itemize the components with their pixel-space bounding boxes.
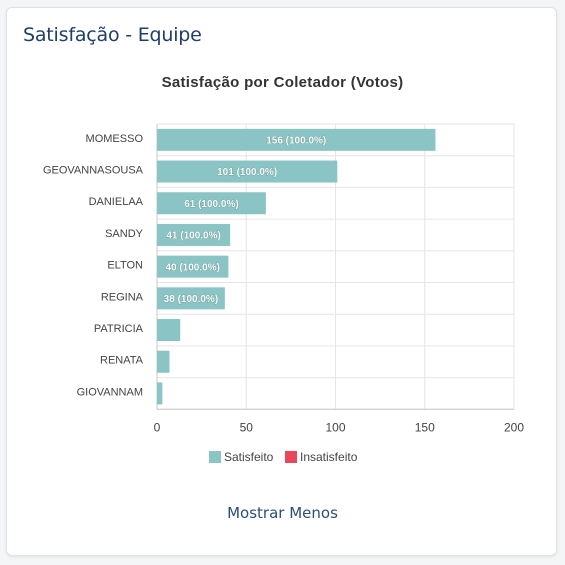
data-label: 38 (100.0%) bbox=[164, 294, 218, 305]
category-label: DANIELAA bbox=[89, 196, 144, 208]
category-label: GIOVANNAM bbox=[77, 386, 143, 398]
bar-satisfeito bbox=[157, 287, 225, 310]
category-label: REGINA bbox=[101, 291, 144, 303]
x-tick-label: 150 bbox=[415, 420, 435, 434]
x-tick-label: 200 bbox=[504, 420, 524, 434]
data-label: 156 (100.0%) bbox=[266, 135, 326, 146]
category-label: MOMESSO bbox=[86, 133, 144, 145]
data-label: 61 (100.0%) bbox=[184, 199, 238, 210]
category-label: SANDY bbox=[105, 228, 144, 240]
bar-satisfeito bbox=[157, 255, 229, 278]
card-title: Satisfação - Equipe bbox=[23, 24, 202, 46]
bar-satisfeito bbox=[157, 160, 338, 183]
x-tick-label: 50 bbox=[240, 420, 254, 434]
legend-swatch bbox=[209, 451, 221, 463]
bar-satisfeito bbox=[157, 382, 163, 405]
data-label: 101 (100.0%) bbox=[217, 167, 277, 178]
category-label: PATRICIA bbox=[94, 323, 144, 335]
show-less-link[interactable]: Mostrar Menos bbox=[227, 504, 338, 522]
x-tick-label: 100 bbox=[325, 420, 345, 434]
bar-satisfeito bbox=[157, 350, 170, 373]
legend-label: Insatisfeito bbox=[300, 450, 358, 464]
data-label: 40 (100.0%) bbox=[165, 262, 219, 273]
chart-title: Satisfação por Coletador (Votos) bbox=[161, 74, 404, 91]
category-label: RENATA bbox=[100, 355, 144, 367]
x-tick-label: 0 bbox=[154, 420, 161, 434]
satisfaction-card bbox=[6, 7, 557, 556]
legend-swatch bbox=[285, 451, 297, 463]
category-label: GEOVANNASOUSA bbox=[43, 164, 144, 176]
bar-satisfeito bbox=[157, 192, 266, 215]
legend-label: Satisfeito bbox=[224, 450, 274, 464]
bar-satisfeito bbox=[157, 128, 436, 151]
bar-satisfeito bbox=[157, 319, 181, 342]
data-label: 41 (100.0%) bbox=[166, 231, 220, 242]
category-label: ELTON bbox=[107, 260, 143, 272]
bar-satisfeito bbox=[157, 223, 231, 246]
